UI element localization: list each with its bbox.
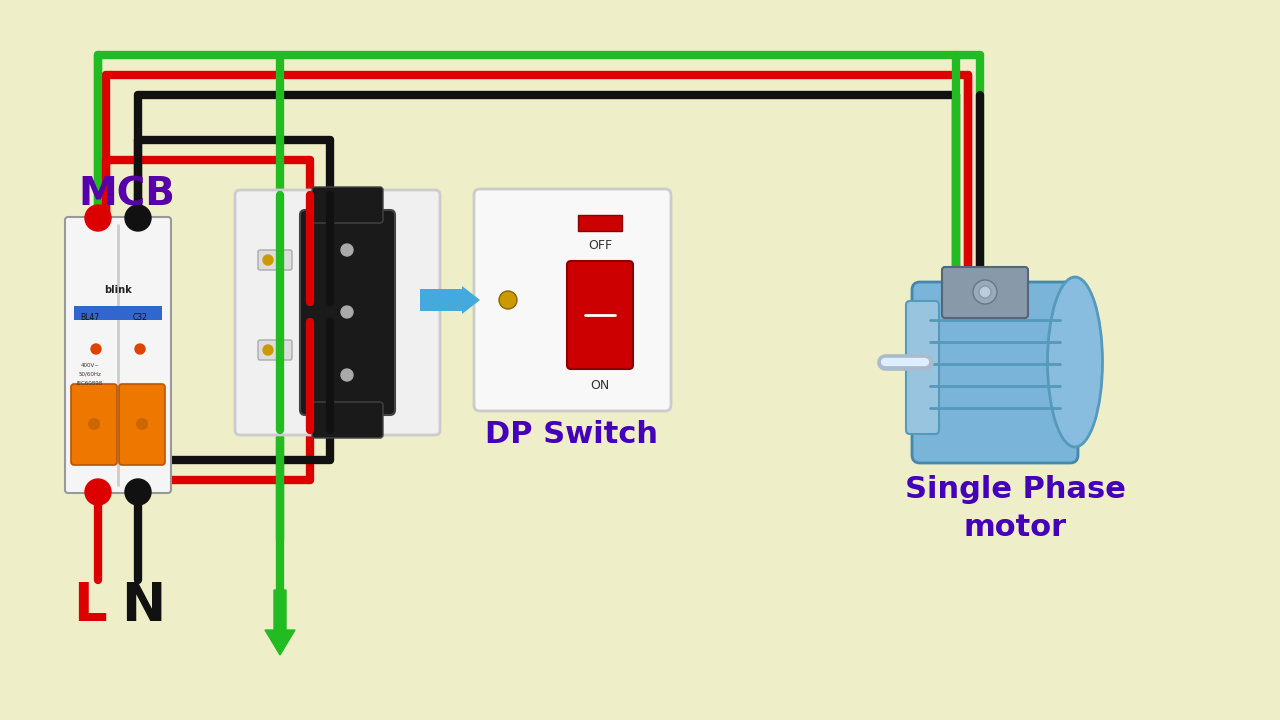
Bar — [579, 215, 622, 231]
Circle shape — [88, 418, 100, 430]
FancyArrow shape — [265, 590, 294, 655]
Text: ON: ON — [590, 379, 609, 392]
FancyBboxPatch shape — [942, 267, 1028, 318]
Text: DP Switch: DP Switch — [485, 420, 658, 449]
Circle shape — [262, 345, 273, 355]
Text: Single Phase: Single Phase — [905, 475, 1125, 504]
FancyBboxPatch shape — [259, 340, 292, 360]
Circle shape — [973, 280, 997, 304]
Circle shape — [91, 344, 101, 354]
FancyBboxPatch shape — [300, 210, 396, 415]
Text: BL47: BL47 — [81, 312, 100, 322]
Circle shape — [979, 286, 991, 298]
FancyBboxPatch shape — [65, 217, 172, 493]
Text: L: L — [73, 580, 106, 632]
FancyArrow shape — [420, 286, 480, 314]
Circle shape — [125, 205, 151, 231]
FancyBboxPatch shape — [259, 250, 292, 270]
FancyBboxPatch shape — [70, 384, 116, 465]
Text: 50/60Hz: 50/60Hz — [78, 372, 101, 377]
Bar — [74, 306, 163, 320]
Text: motor: motor — [964, 513, 1066, 542]
Text: C32: C32 — [133, 312, 147, 322]
Text: N: N — [120, 580, 165, 632]
FancyBboxPatch shape — [312, 187, 383, 223]
Text: IEC60898: IEC60898 — [77, 380, 104, 385]
FancyBboxPatch shape — [567, 261, 634, 369]
Text: MCB: MCB — [78, 175, 175, 213]
FancyBboxPatch shape — [236, 190, 440, 435]
FancyBboxPatch shape — [119, 384, 165, 465]
FancyBboxPatch shape — [474, 189, 671, 411]
Ellipse shape — [1047, 277, 1102, 447]
FancyBboxPatch shape — [911, 282, 1078, 463]
Text: 400V~: 400V~ — [81, 362, 100, 367]
Circle shape — [340, 306, 353, 318]
Circle shape — [84, 479, 111, 505]
Text: blink: blink — [104, 285, 132, 295]
Circle shape — [84, 205, 111, 231]
Circle shape — [136, 418, 148, 430]
Circle shape — [340, 369, 353, 381]
Circle shape — [499, 291, 517, 309]
FancyBboxPatch shape — [906, 301, 940, 434]
Circle shape — [134, 344, 145, 354]
Circle shape — [262, 255, 273, 265]
FancyBboxPatch shape — [312, 402, 383, 438]
Circle shape — [340, 244, 353, 256]
Circle shape — [125, 479, 151, 505]
Text: OFF: OFF — [588, 238, 612, 251]
